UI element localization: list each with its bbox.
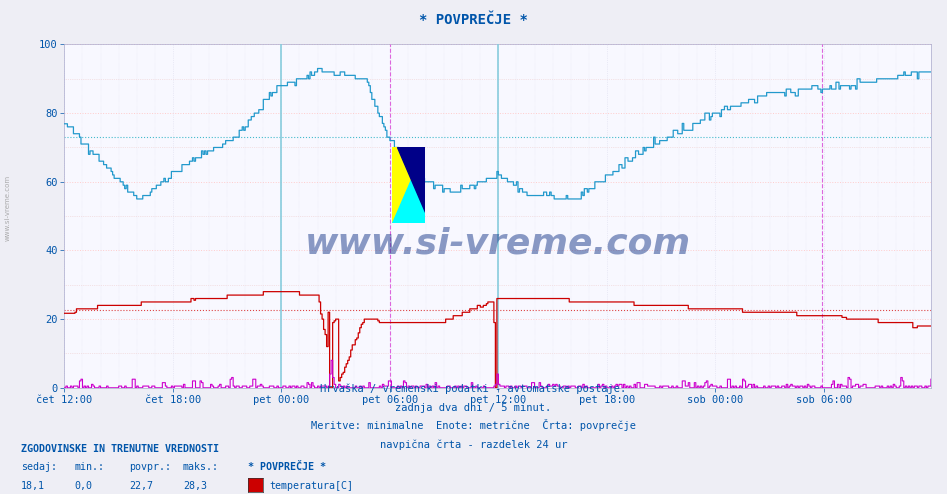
Text: povpr.:: povpr.: [129,462,170,472]
Text: Meritve: minimalne  Enote: metrične  Črta: povprečje: Meritve: minimalne Enote: metrične Črta:… [311,419,636,431]
Text: sedaj:: sedaj: [21,462,57,472]
Polygon shape [397,147,425,211]
Polygon shape [392,147,425,223]
Text: 18,1: 18,1 [21,481,45,491]
Text: 0,0: 0,0 [75,481,93,491]
Text: www.si-vreme.com: www.si-vreme.com [5,174,10,241]
Text: temperatura[C]: temperatura[C] [269,481,353,491]
Text: zadnja dva dni / 5 minut.: zadnja dva dni / 5 minut. [396,403,551,412]
Text: * POVPREČJE *: * POVPREČJE * [248,462,326,472]
Text: www.si-vreme.com: www.si-vreme.com [305,227,690,261]
Text: 22,7: 22,7 [129,481,152,491]
Text: Hrvaška / vremenski podatki - avtomatske postaje.: Hrvaška / vremenski podatki - avtomatske… [320,383,627,394]
Text: ZGODOVINSKE IN TRENUTNE VREDNOSTI: ZGODOVINSKE IN TRENUTNE VREDNOSTI [21,444,219,453]
Polygon shape [392,147,425,223]
Text: maks.:: maks.: [183,462,219,472]
Text: navpična črta - razdelek 24 ur: navpična črta - razdelek 24 ur [380,440,567,450]
Text: min.:: min.: [75,462,105,472]
Text: * POVPREČJE *: * POVPREČJE * [420,13,527,27]
Text: 28,3: 28,3 [183,481,206,491]
